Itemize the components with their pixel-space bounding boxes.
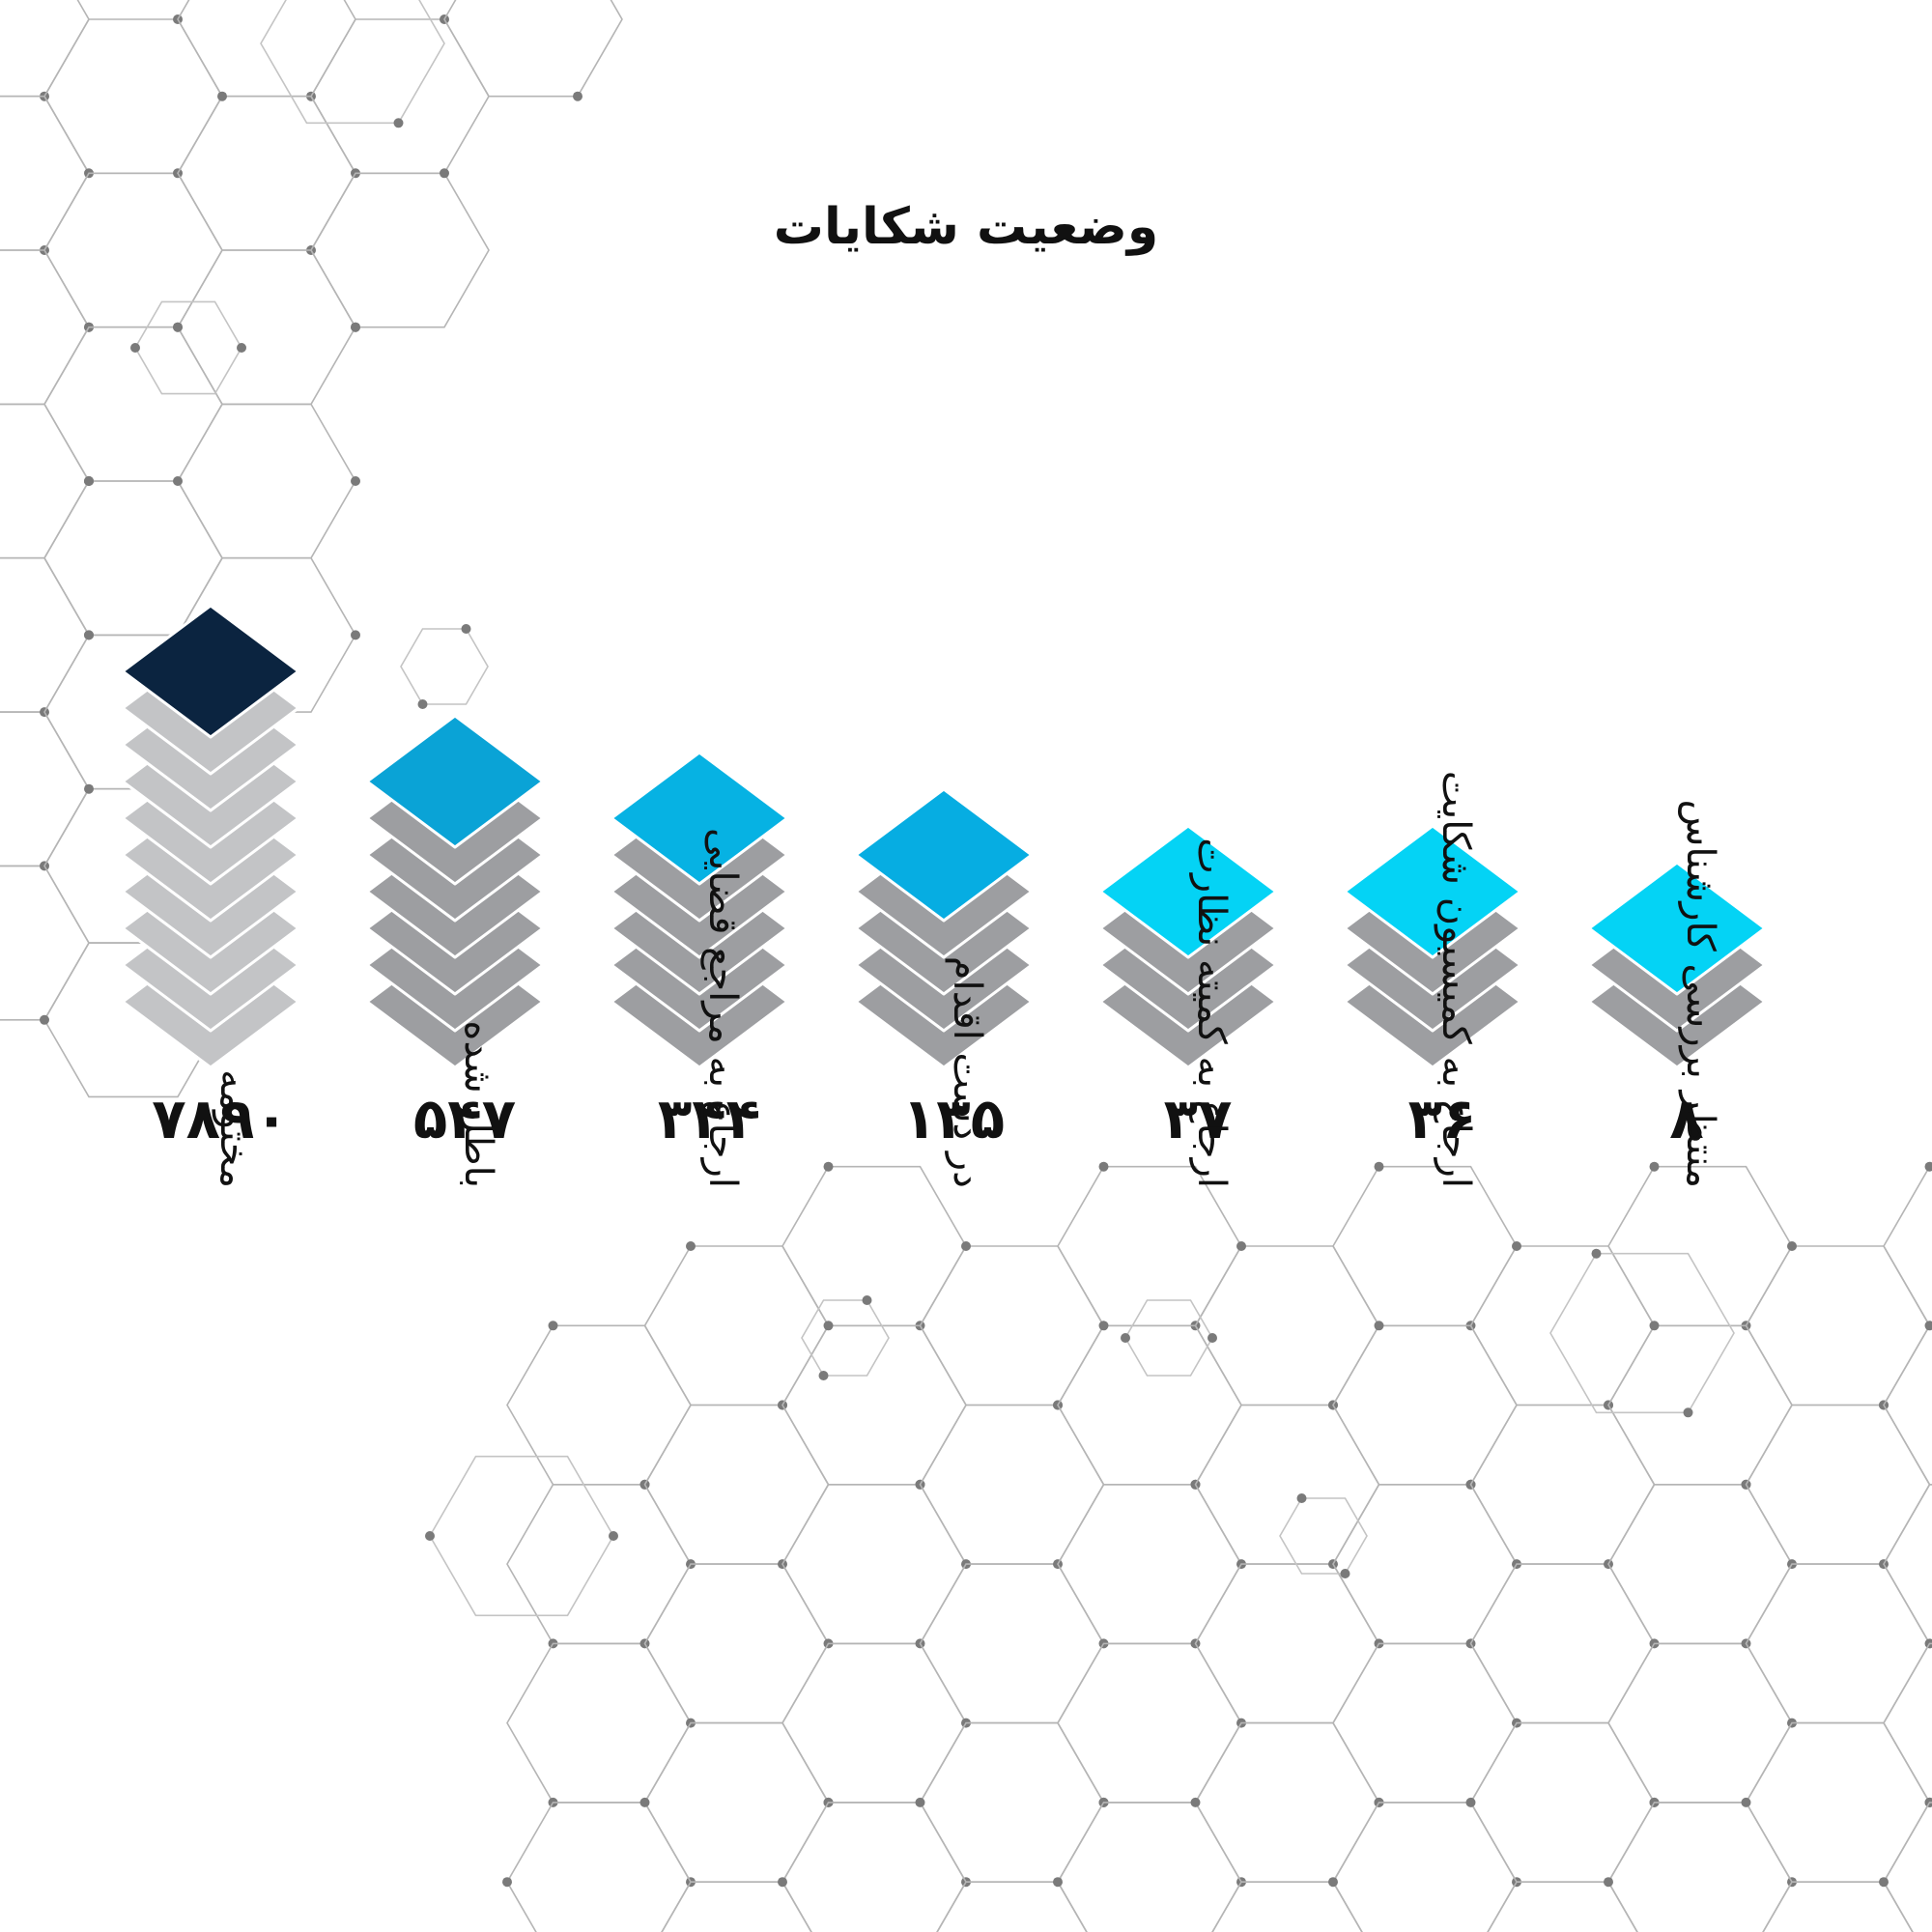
data-value-label: ۱۳۵ [902, 1086, 1005, 1151]
data-value-label: ۳۴۴ [658, 1086, 760, 1151]
bg-node-dot [1604, 1877, 1613, 1888]
bg-node-dot [818, 1371, 829, 1380]
category-label: مختومه [212, 1069, 256, 1188]
bg-node-dot [1924, 1161, 1932, 1172]
bg-node-dot [548, 1321, 558, 1331]
chart-title: وضعیت شکایات [773, 198, 1159, 256]
bg-node-dot [393, 118, 404, 128]
bg-node-dot [40, 1014, 49, 1025]
bg-node-dot [1879, 1877, 1889, 1888]
category-label: منتظر بررسی کارشناس [1678, 800, 1722, 1188]
bg-node-dot [84, 476, 94, 486]
bg-hexagon [1883, 1324, 1932, 1486]
data-value-label: ۳۶ [1408, 1086, 1477, 1151]
bg-node-dot [1098, 1321, 1109, 1331]
bg-node-dot [1741, 1797, 1751, 1807]
bar-stack [1343, 824, 1522, 1069]
bg-node-dot [1296, 1493, 1307, 1503]
bg-node-dot [1328, 1877, 1338, 1888]
bg-node-dot [1591, 1248, 1602, 1259]
bg-node-dot [778, 1877, 787, 1888]
bar-top-diamond [121, 604, 300, 739]
bg-node-dot [1121, 1333, 1130, 1343]
bg-node-dot [461, 624, 471, 634]
bg-node-dot [1340, 1569, 1350, 1578]
bg-node-dot [84, 783, 94, 794]
bg-node-dot [1649, 1321, 1660, 1331]
bg-node-dot [84, 630, 94, 640]
bg-node-dot [351, 322, 360, 332]
bg-node-dot [1649, 1161, 1660, 1172]
bg-hexagon [1883, 1642, 1932, 1804]
bg-node-dot [351, 630, 360, 640]
bg-node-dot [1374, 1161, 1384, 1172]
bg-node-dot [237, 343, 246, 353]
bg-node-dot [609, 1531, 618, 1541]
category-label: ارجاع به کمیته نظارت [1189, 838, 1234, 1188]
bar-stack [121, 604, 300, 1069]
bar-top-diamond [610, 751, 789, 886]
bar-top-diamond [1343, 824, 1522, 959]
bg-node-dot [1512, 1241, 1521, 1251]
bg-node-dot [961, 1241, 971, 1251]
bg-node-dot [1924, 1321, 1932, 1331]
data-value-label: ۵۴۷ [413, 1086, 516, 1151]
bar-stack [610, 751, 789, 1069]
bg-node-dot [1683, 1407, 1693, 1418]
bg-node-dot [1236, 1241, 1246, 1251]
bg-node-dot [1924, 1638, 1932, 1649]
bar-top-diamond [1098, 824, 1278, 959]
bg-node-dot [1208, 1333, 1217, 1343]
bg-node-dot [1053, 1877, 1063, 1888]
bg-node-dot [417, 699, 428, 709]
bg-hexagon [1883, 1165, 1932, 1327]
bar-stack [365, 714, 545, 1069]
bg-hexagon [1883, 1484, 1932, 1645]
bar-stack [854, 787, 1034, 1069]
bg-node-dot [1190, 1797, 1201, 1807]
bg-node-dot [1787, 1241, 1797, 1251]
bg-node-dot [823, 1321, 834, 1331]
bg-node-dot [639, 1797, 650, 1807]
category-label: ارجاع به مراجع قضایی [700, 828, 745, 1188]
bg-node-dot [425, 1531, 435, 1541]
bar-top-diamond [854, 787, 1034, 923]
bar-stack [1098, 824, 1278, 1069]
bg-node-dot [1098, 1161, 1109, 1172]
bg-node-dot [1465, 1797, 1476, 1807]
bg-node-dot [173, 322, 183, 332]
data-value-label: ۷۸۹۰ [152, 1086, 289, 1151]
bg-node-dot [1924, 1797, 1932, 1807]
bg-node-dot [173, 476, 183, 486]
category-label: باطل شده [456, 1020, 500, 1188]
bg-node-dot [573, 91, 582, 101]
bg-node-dot [217, 91, 227, 101]
bg-node-dot [915, 1797, 925, 1807]
category-label: ارجاع به کمیسیون شکایت [1434, 771, 1478, 1188]
bar-stack [1587, 861, 1767, 1069]
category-label: در دست اقدام [945, 956, 989, 1188]
bg-node-dot [686, 1241, 696, 1251]
bg-node-dot [862, 1295, 872, 1305]
bar-top-diamond [1587, 861, 1767, 996]
bg-node-dot [823, 1161, 834, 1172]
bg-node-dot [440, 168, 449, 179]
bar-top-diamond [365, 714, 545, 849]
bg-node-dot [1374, 1321, 1384, 1331]
bg-node-dot [502, 1877, 512, 1888]
data-value-label: ۸ [1669, 1086, 1703, 1151]
data-value-label: ۳۷ [1164, 1086, 1233, 1151]
bg-node-dot [351, 476, 360, 486]
bg-node-dot [130, 343, 140, 353]
